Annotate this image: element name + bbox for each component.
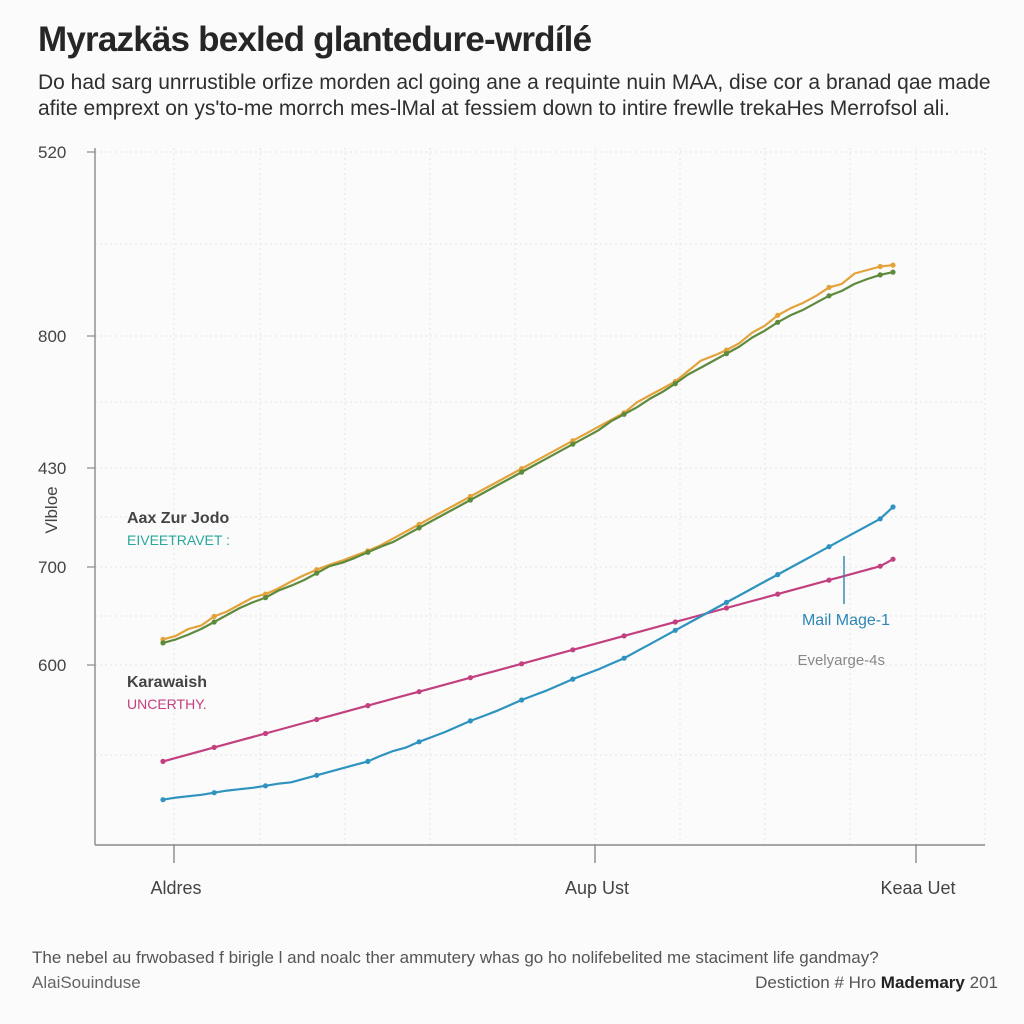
- annotation-label: Mail Mage-1: [802, 612, 890, 629]
- data-point: [314, 570, 320, 576]
- data-point: [890, 556, 896, 562]
- data-point: [160, 797, 166, 803]
- series-line-3: [162, 506, 894, 801]
- data-point: [160, 640, 166, 646]
- y-tick-label: 520: [38, 143, 66, 162]
- data-point: [877, 263, 883, 270]
- data-point: [890, 262, 896, 268]
- data-point: [570, 647, 576, 653]
- series-line-2: [162, 558, 894, 763]
- data-point: [519, 697, 525, 703]
- y-tick-label: 800: [38, 327, 66, 346]
- data-point: [723, 605, 730, 611]
- x-tick-label: Aup Ust: [565, 878, 629, 898]
- data-point: [262, 783, 269, 789]
- footer-credit-suffix: 201: [969, 973, 998, 992]
- data-point: [672, 627, 678, 633]
- x-tick-label: Keaa Uet: [880, 878, 955, 898]
- series-label: Karawaish: [127, 674, 207, 691]
- data-point: [890, 269, 896, 275]
- series-line-0: [162, 264, 894, 641]
- data-point: [775, 591, 781, 597]
- y-tick-label: 430: [38, 459, 66, 478]
- footer-credit-bold: Mademary: [880, 973, 965, 992]
- data-point: [672, 381, 678, 387]
- data-point: [519, 661, 525, 667]
- data-point: [160, 758, 166, 765]
- footer-credit-prefix: Destiction # Hro: [755, 973, 877, 992]
- footer-credit: Destiction # Hro Mademary 201: [755, 973, 998, 993]
- footer-source: AlaiSouinduse: [32, 973, 141, 992]
- data-point: [890, 504, 896, 510]
- data-point: [826, 293, 832, 299]
- annotation-label: Evelyarge-4s: [797, 652, 885, 669]
- data-point: [314, 772, 320, 778]
- data-point: [467, 675, 473, 681]
- data-point: [775, 312, 781, 318]
- chart-title: Myrazkäs bexled glantedure-wrdílé: [38, 20, 592, 59]
- data-point: [211, 619, 217, 625]
- subtitle-line-2: afite emprext on ys'to-me morrch mes-lMa…: [38, 97, 950, 120]
- data-point: [621, 655, 627, 661]
- data-point: [826, 577, 832, 583]
- subtitle-line-1: Do had sarg unrrustible orfize morden ac…: [38, 71, 991, 94]
- series-label: Aax Zur Jodo: [127, 510, 229, 527]
- y-tick-label: 700: [38, 558, 66, 577]
- data-point: [826, 544, 832, 550]
- data-point: [570, 676, 576, 682]
- data-point: [877, 516, 883, 522]
- data-point: [570, 441, 576, 447]
- data-point: [211, 613, 217, 620]
- data-point: [211, 790, 217, 796]
- series-label: UNCERTHY.: [127, 696, 207, 712]
- data-point: [365, 703, 371, 709]
- data-point: [775, 319, 781, 325]
- data-point: [365, 758, 371, 765]
- series-line-1: [162, 271, 894, 644]
- y-tick-label: 600: [38, 656, 66, 675]
- data-point: [877, 272, 883, 278]
- x-tick-label: Aldres: [150, 878, 201, 898]
- data-point: [877, 563, 883, 569]
- series-label: EIVEETRAVET :: [127, 532, 230, 548]
- data-point: [672, 619, 678, 625]
- data-point: [416, 525, 422, 531]
- data-point: [262, 595, 269, 601]
- data-point: [723, 351, 730, 357]
- data-point: [467, 718, 473, 724]
- data-point: [519, 469, 525, 475]
- chart-subtitle: Do had sarg unrrustible orfize morden ac…: [38, 70, 998, 122]
- footer-note: The nebel au frwobased f birigle l and n…: [32, 948, 879, 967]
- data-point: [775, 572, 781, 578]
- y-axis-label: Vlbloe: [42, 486, 61, 533]
- data-point: [826, 284, 832, 290]
- data-point: [314, 716, 320, 723]
- data-point: [262, 730, 269, 737]
- data-point: [416, 689, 422, 695]
- data-point: [723, 599, 730, 606]
- data-point: [416, 739, 422, 745]
- data-point: [365, 549, 371, 555]
- data-point: [211, 744, 217, 751]
- data-point: [467, 497, 473, 503]
- data-point: [621, 633, 627, 639]
- data-point: [621, 411, 627, 417]
